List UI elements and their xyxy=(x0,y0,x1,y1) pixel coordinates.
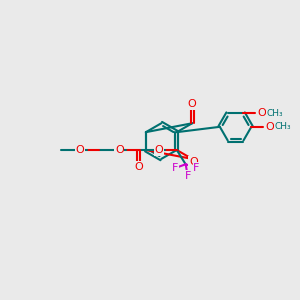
Text: O: O xyxy=(134,162,143,172)
Text: O: O xyxy=(189,157,198,167)
Text: O: O xyxy=(115,145,124,155)
Text: O: O xyxy=(257,108,266,118)
Text: O: O xyxy=(188,99,197,109)
Text: F: F xyxy=(194,163,200,173)
Text: F: F xyxy=(172,163,178,173)
Text: CH₃: CH₃ xyxy=(267,109,284,118)
Text: O: O xyxy=(265,122,274,132)
Text: F: F xyxy=(184,171,191,181)
Text: O: O xyxy=(154,145,163,155)
Text: O: O xyxy=(76,145,84,155)
Text: CH₃: CH₃ xyxy=(275,122,292,131)
